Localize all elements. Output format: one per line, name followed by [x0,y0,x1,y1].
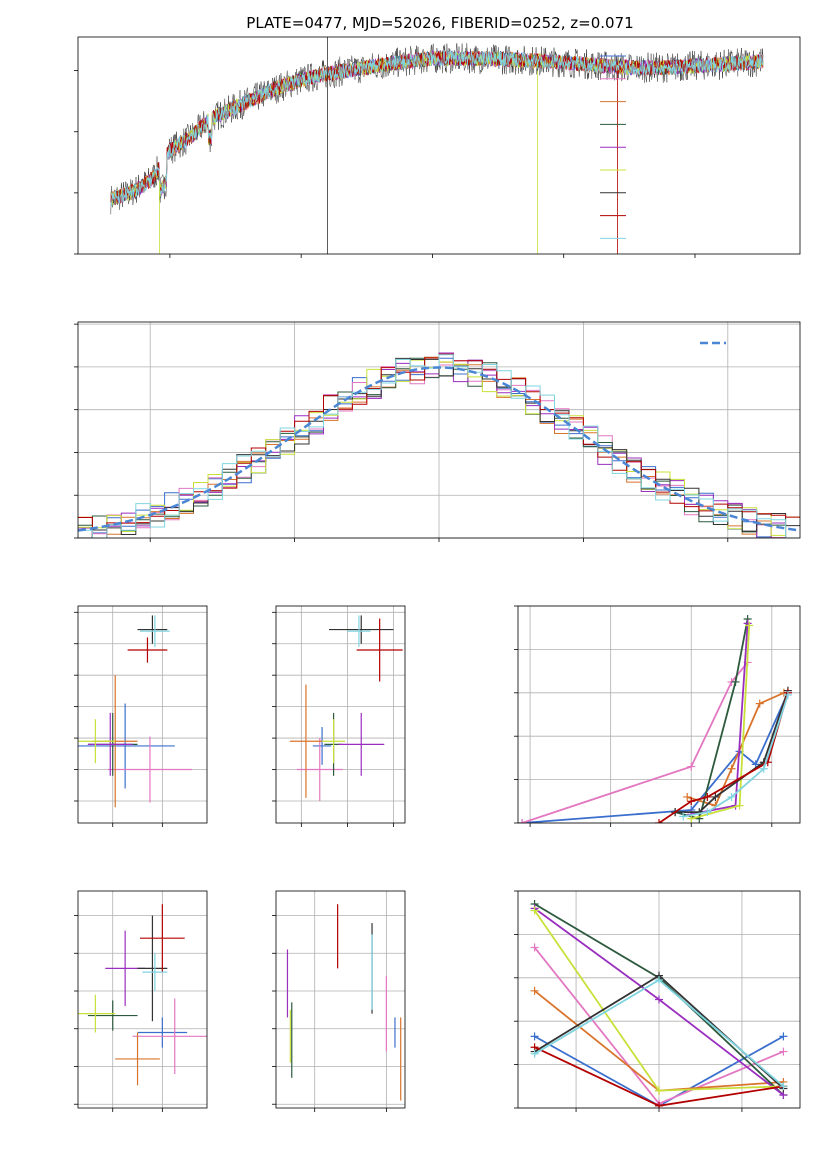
mass-weight-vs-age-axes [514,605,800,827]
age-vs-mass-points [289,615,403,801]
series-marker [530,906,539,915]
histogram-8 [78,354,800,538]
series-marker [711,792,720,801]
series-marker [687,762,696,771]
age-vs-mass-axes [272,606,405,827]
mass-vs-ebv-axes [272,891,405,1112]
axes-frame [77,890,208,1109]
series-marker [703,792,712,801]
age-vs-Z-axes [74,606,207,827]
series-marker [779,1032,788,1041]
series-marker [530,943,539,952]
residuals-axes [74,322,800,542]
spectrum-legend [600,55,626,239]
histograms [78,352,800,538]
series-marker [655,1086,663,1095]
age-vs-Z-points [78,615,193,808]
series-marker [703,808,712,817]
series-marker [655,819,663,823]
spectrum-chabrier-elodie [110,51,764,206]
series-marker [755,699,764,708]
series-marker [530,1032,539,1041]
axes-frame [275,890,406,1109]
mass-vs-ebv-points [286,904,402,1101]
series-line [691,623,749,816]
series-line [658,692,789,823]
series-marker [683,792,692,801]
series-line [521,661,749,823]
series-marker [779,1082,788,1091]
spectrum-kroupa-stelib [110,49,764,207]
series-marker [759,764,768,773]
axes-frame [77,36,801,255]
mass-vs-Z-axes [74,891,207,1112]
series-marker [655,975,663,984]
series-marker [679,812,688,821]
spectrum-lines [110,37,764,254]
series-marker [745,621,754,630]
series-line [521,692,789,823]
figure-title: PLATE=0477, MJD=52026, FIBERID=0252, z=0… [246,14,633,32]
series-marker [727,764,736,773]
series-marker [687,797,696,806]
mass-weight-vs-Z-series [530,900,788,1108]
series-marker [727,792,736,801]
spectrum-axes [74,70,696,258]
axes-frame [517,605,801,824]
normal-curve [78,366,800,532]
series-marker [735,801,744,810]
series-marker [655,995,663,1004]
mass-vs-Z-points [78,904,207,1086]
mass-weight-vs-age-series [518,615,792,823]
axes-frame [77,321,801,539]
axes-frame [275,605,406,824]
series-marker [695,808,704,817]
series-marker [530,1049,539,1058]
series-marker [687,814,696,823]
series-marker [783,690,792,699]
series-marker [655,1101,663,1108]
series-marker [779,1047,788,1056]
axes-frame [517,890,801,1109]
series-marker [743,619,752,628]
series-marker [518,819,527,823]
series-marker [731,677,740,686]
axes-frame [77,605,208,824]
series-marker [530,986,539,995]
